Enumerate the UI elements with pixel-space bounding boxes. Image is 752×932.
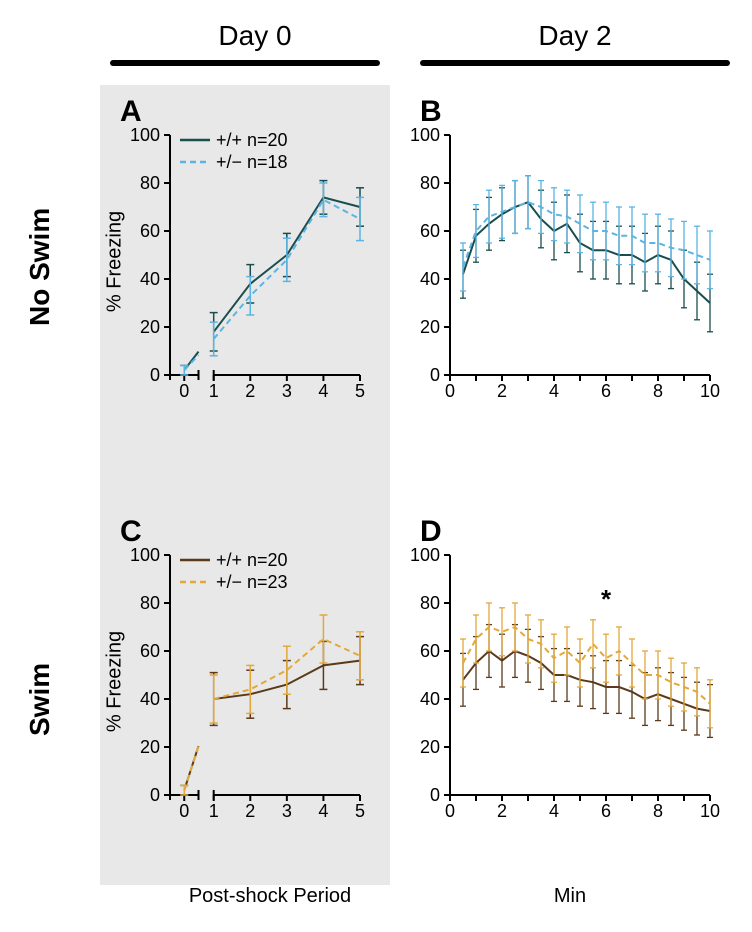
svg-text:100: 100 bbox=[130, 545, 160, 565]
svg-text:4: 4 bbox=[549, 801, 559, 821]
header-bar-day0 bbox=[110, 60, 380, 66]
col-header-day0: Day 0 bbox=[180, 20, 330, 52]
svg-text:+/− n=23: +/− n=23 bbox=[216, 572, 288, 592]
svg-text:60: 60 bbox=[140, 641, 160, 661]
svg-text:5: 5 bbox=[355, 381, 365, 401]
svg-text:40: 40 bbox=[420, 689, 440, 709]
svg-text:0: 0 bbox=[179, 801, 189, 821]
svg-text:2: 2 bbox=[245, 381, 255, 401]
svg-text:0: 0 bbox=[150, 785, 160, 805]
ylabel-c: % Freezing bbox=[104, 622, 127, 742]
svg-text:3: 3 bbox=[282, 381, 292, 401]
svg-text:20: 20 bbox=[420, 317, 440, 337]
panel-d: 0204060801000246810* bbox=[420, 520, 720, 840]
svg-text:80: 80 bbox=[140, 593, 160, 613]
svg-text:6: 6 bbox=[601, 381, 611, 401]
svg-text:8: 8 bbox=[653, 801, 663, 821]
panel-a: 020406080100012345+/+ n=20+/− n=18 bbox=[140, 100, 370, 420]
svg-text:4: 4 bbox=[318, 801, 328, 821]
svg-text:0: 0 bbox=[430, 365, 440, 385]
panel-letter-c: C bbox=[120, 515, 142, 549]
svg-text:0: 0 bbox=[150, 365, 160, 385]
panel-c: 020406080100012345+/+ n=20+/− n=23 bbox=[140, 520, 370, 840]
xlabel-left: Post-shock Period bbox=[170, 885, 370, 908]
figure: Day 0 Day 2 No Swim Swim A B C D % Freez… bbox=[0, 0, 752, 932]
svg-text:100: 100 bbox=[410, 125, 440, 145]
header-bar-day2 bbox=[420, 60, 730, 66]
svg-text:20: 20 bbox=[420, 737, 440, 757]
panel-b: 0204060801000246810 bbox=[420, 100, 720, 420]
svg-text:20: 20 bbox=[140, 317, 160, 337]
svg-text:100: 100 bbox=[130, 125, 160, 145]
panel-letter-a: A bbox=[120, 95, 142, 129]
xlabel-right: Min bbox=[520, 885, 620, 908]
col-header-day2: Day 2 bbox=[500, 20, 650, 52]
svg-text:40: 40 bbox=[140, 269, 160, 289]
svg-text:80: 80 bbox=[140, 173, 160, 193]
svg-text:10: 10 bbox=[700, 801, 720, 821]
row-label-noswim: No Swim bbox=[24, 206, 56, 326]
svg-text:4: 4 bbox=[549, 381, 559, 401]
svg-text:3: 3 bbox=[282, 801, 292, 821]
svg-text:+/− n=18: +/− n=18 bbox=[216, 152, 288, 172]
svg-text:60: 60 bbox=[420, 221, 440, 241]
svg-text:0: 0 bbox=[430, 785, 440, 805]
svg-text:0: 0 bbox=[445, 381, 455, 401]
svg-text:2: 2 bbox=[497, 801, 507, 821]
svg-text:60: 60 bbox=[140, 221, 160, 241]
svg-text:1: 1 bbox=[209, 381, 219, 401]
svg-text:60: 60 bbox=[420, 641, 440, 661]
row-label-swim: Swim bbox=[24, 636, 56, 736]
svg-text:2: 2 bbox=[245, 801, 255, 821]
svg-text:2: 2 bbox=[497, 381, 507, 401]
svg-text:0: 0 bbox=[179, 381, 189, 401]
svg-text:0: 0 bbox=[445, 801, 455, 821]
svg-text:+/+ n=20: +/+ n=20 bbox=[216, 550, 288, 570]
svg-text:*: * bbox=[601, 584, 612, 614]
svg-text:80: 80 bbox=[420, 173, 440, 193]
svg-text:+/+ n=20: +/+ n=20 bbox=[216, 130, 288, 150]
svg-text:10: 10 bbox=[700, 381, 720, 401]
svg-text:6: 6 bbox=[601, 801, 611, 821]
svg-text:4: 4 bbox=[318, 381, 328, 401]
svg-text:40: 40 bbox=[140, 689, 160, 709]
svg-text:8: 8 bbox=[653, 381, 663, 401]
svg-text:20: 20 bbox=[140, 737, 160, 757]
ylabel-a: % Freezing bbox=[104, 202, 127, 322]
svg-text:40: 40 bbox=[420, 269, 440, 289]
svg-text:80: 80 bbox=[420, 593, 440, 613]
svg-text:5: 5 bbox=[355, 801, 365, 821]
svg-text:100: 100 bbox=[410, 545, 440, 565]
svg-text:1: 1 bbox=[209, 801, 219, 821]
